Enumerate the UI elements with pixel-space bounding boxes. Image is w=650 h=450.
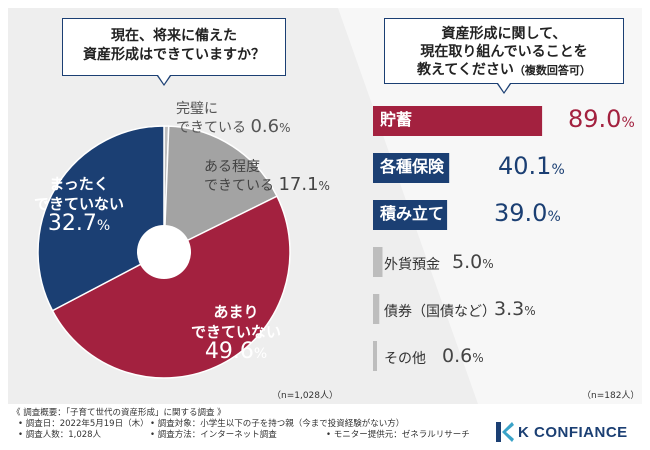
pie-unit-somewhat: %	[318, 179, 330, 193]
pie-chart	[37, 125, 291, 379]
right-question-line3: 教えてください（複数回答可）	[385, 61, 623, 80]
pie-label-perfect: 完璧に できている 0.6%	[176, 100, 291, 137]
bar-value-insurance-num: 40.1	[498, 152, 552, 180]
pie-label-perfect-line2: できている	[176, 120, 246, 136]
bar-value-insurance: 40.1%	[498, 152, 565, 180]
pie-center-hole	[137, 225, 191, 279]
pie-value-not-at-all-row: 32.7%	[14, 211, 144, 236]
pie-label-not-really: あまり できていない 49.6%	[156, 302, 316, 364]
footer-method: • 調査方法：インターネット調査	[150, 430, 277, 440]
pie-label-not-at-all: まったく できていない 32.7%	[14, 174, 144, 236]
right-question-line1: 資産形成に関して、	[441, 26, 567, 42]
bar-value-foreign-deposit-num: 5.0	[452, 251, 483, 273]
pie-slice-not-really	[51, 195, 291, 379]
right-question-line2: 現在取り組んでいることを	[420, 44, 588, 60]
bar-label-savings: 貯蓄	[380, 110, 413, 129]
pie-value-perfect: 0.6	[250, 116, 280, 137]
bar-value-foreign-deposit-unit: %	[482, 257, 494, 271]
pie-value-not-really-row: 49.6%	[156, 339, 316, 364]
footer-title: 《 調査概要：「子育て世代の資産形成」に関する調査 》	[12, 408, 226, 418]
logo-text: K CONFIANCE	[518, 424, 628, 441]
bar-label-bonds: 債券（国債など）	[384, 304, 496, 320]
pie-label-not-really-line2: できていない	[190, 323, 281, 341]
pie-label-somewhat-line1: ある程度	[204, 159, 260, 175]
bar-other	[373, 341, 377, 371]
pie-label-somewhat: ある程度 できている 17.1%	[204, 158, 330, 195]
bar-value-other: 0.6%	[442, 345, 484, 367]
bar-value-bonds-unit: %	[524, 304, 536, 318]
left-question-bubble: 現在、将来に備えた 資産形成はできていますか？	[62, 18, 286, 76]
chart-panel: 現在、将来に備えた 資産形成はできていますか？ 資産形成に関して、 現在取り組ん…	[8, 8, 642, 404]
left-bubble-tail-inner	[158, 75, 170, 84]
bar-label-other: その他	[384, 351, 426, 367]
k-confiance-logo: K CONFIANCE	[496, 422, 641, 444]
footer-target: • 調査対象：小学生以下の子を持つ親（今まで投資経験がない方）	[150, 419, 405, 429]
right-bubble-tail-inner	[498, 83, 510, 92]
bar-label-foreign-deposit: 外貨預金	[384, 257, 440, 273]
pie-slice-somewhat	[163, 125, 278, 254]
left-sample-size: （n=1,028人）	[272, 391, 339, 401]
pie-unit-not-really: %	[253, 346, 268, 362]
bar-label-insurance: 各種保険	[380, 157, 445, 176]
bar-value-foreign-deposit: 5.0%	[452, 251, 494, 273]
bar-chart	[373, 106, 543, 371]
right-question-note: （複数回答可）	[513, 64, 591, 77]
footer-people: • 調査人数：1,028人	[18, 430, 102, 440]
bar-value-other-unit: %	[472, 351, 484, 365]
pie-label-not-really-line1: あまり	[213, 303, 259, 321]
pie-unit-not-at-all: %	[96, 218, 111, 234]
pie-slice-not-at-all	[37, 125, 165, 312]
bar-value-installment-num: 39.0	[494, 199, 548, 227]
bar-bonds	[373, 294, 380, 324]
bar-value-insurance-unit: %	[551, 162, 565, 178]
bar-installment	[373, 200, 448, 230]
bar-insurance	[373, 153, 450, 183]
bar-value-bonds: 3.3%	[494, 298, 536, 320]
pie-label-somewhat-line2-row: できている 17.1%	[204, 176, 330, 195]
bar-value-installment: 39.0%	[494, 199, 561, 227]
bar-value-savings-unit: %	[621, 115, 635, 131]
right-sample-size: （n=182人）	[582, 391, 640, 401]
k-logo-icon	[496, 422, 514, 442]
pie-label-somewhat-line2: できている	[204, 178, 274, 194]
pie-label-perfect-line1: 完璧に	[176, 101, 218, 117]
pie-label-perfect-line2-row: できている 0.6%	[176, 118, 291, 137]
pie-value-somewhat: 17.1	[278, 174, 319, 195]
pie-unit-perfect: %	[279, 121, 291, 135]
bar-value-savings-num: 89.0	[568, 105, 622, 133]
bar-savings	[373, 106, 543, 136]
footer-date: • 調査日：2022年5月19日（木）	[18, 419, 149, 429]
bar-value-other-num: 0.6	[442, 345, 473, 367]
pie-label-not-at-all-line1: まったく	[49, 175, 109, 193]
bar-value-bonds-num: 3.3	[494, 298, 525, 320]
footer-provider: • モニター提供元：ゼネラルリサーチ	[326, 430, 470, 440]
bar-foreign-deposit	[373, 247, 383, 277]
left-question-line2: 資産形成はできていますか？	[83, 47, 265, 63]
bar-value-savings: 89.0%	[568, 105, 635, 133]
right-question-line3-text: 教えてください	[417, 62, 514, 78]
pie-value-not-at-all: 32.7	[47, 211, 97, 236]
bar-value-installment-unit: %	[547, 209, 561, 225]
left-question-line1: 現在、将来に備えた	[111, 28, 237, 44]
pie-label-not-at-all-line2: できていない	[33, 195, 124, 213]
pie-value-not-really: 49.6	[204, 339, 254, 364]
bar-label-installment: 積み立て	[380, 204, 445, 223]
